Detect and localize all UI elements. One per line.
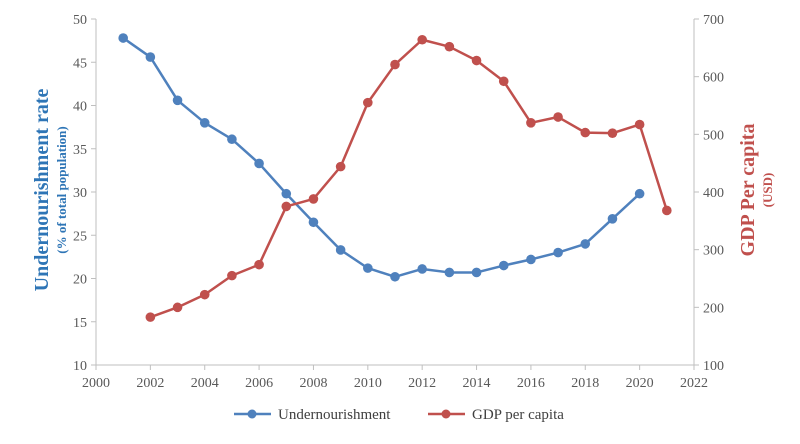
data-point-undernourishment <box>471 267 482 278</box>
left-y-tick-label: 45 <box>73 56 87 71</box>
x-tick-label: 2002 <box>136 376 164 391</box>
legend: Undernourishment GDP per capita <box>234 407 564 423</box>
data-point-undernourishment <box>390 271 400 282</box>
x-tick-label: 2008 <box>299 376 327 391</box>
left-y-tick-label: 30 <box>73 186 87 201</box>
left-y-tick-label: 15 <box>73 316 87 331</box>
data-point-undernourishment <box>335 245 346 255</box>
x-tick-label: 2014 <box>463 376 491 391</box>
x-tick-label: 2012 <box>408 376 436 391</box>
data-point-undernourishment <box>607 214 618 224</box>
axes <box>95 19 695 366</box>
right-y-tick-label: 700 <box>703 13 724 28</box>
left-y-tick-label: 10 <box>73 359 87 374</box>
x-tick-label: 2018 <box>571 376 599 391</box>
data-point-gdp-per-capita <box>553 112 563 122</box>
x-tick-label: 2020 <box>626 376 654 391</box>
x-tick-label: 2022 <box>680 376 708 391</box>
data-point-gdp-per-capita <box>471 55 482 66</box>
legend-item-gdp: GDP per capita <box>428 407 564 423</box>
right-y-tick-label: 100 <box>703 359 724 374</box>
right-y-axis-subtitle: (USD) <box>760 173 775 208</box>
right-y-tick-label: 500 <box>703 128 724 143</box>
series-undernourishment <box>118 33 645 282</box>
right-y-tick-label: 300 <box>703 244 724 259</box>
data-point-undernourishment <box>227 134 237 145</box>
data-point-gdp-per-capita <box>308 194 319 204</box>
right-y-tick-label: 400 <box>703 186 724 201</box>
data-point-gdp-per-capita <box>254 259 264 270</box>
legend-item-undernourishment: Undernourishment <box>234 407 391 423</box>
right-y-axis-title: GDP Per capita <box>737 124 759 257</box>
data-point-gdp-per-capita <box>526 118 536 128</box>
left-y-tick-label: 25 <box>73 229 87 244</box>
data-point-undernourishment <box>363 263 373 273</box>
x-tick-label: 2016 <box>517 376 545 391</box>
legend-label-gdp: GDP per capita <box>472 407 564 423</box>
series-line-undernourishment <box>122 37 641 279</box>
data-point-undernourishment <box>172 95 183 106</box>
data-point-undernourishment <box>553 247 563 258</box>
data-point-undernourishment <box>281 188 292 199</box>
left-y-tick-label: 20 <box>73 273 87 288</box>
series-layer <box>118 33 672 322</box>
data-point-undernourishment <box>417 264 427 274</box>
data-point-undernourishment <box>444 267 455 278</box>
data-point-undernourishment <box>254 158 264 169</box>
left-y-axis-title: Undernourishment rate <box>31 88 53 291</box>
x-tick-label: 2004 <box>191 376 219 391</box>
series-line-gdp-per-capita <box>149 38 669 319</box>
data-point-gdp-per-capita <box>607 128 618 138</box>
data-point-gdp-per-capita <box>145 312 156 322</box>
data-point-gdp-per-capita <box>281 201 292 212</box>
left-y-tick-label: 50 <box>73 13 87 28</box>
data-point-undernourishment <box>199 118 210 128</box>
x-tick-label: 2000 <box>82 376 110 391</box>
data-point-undernourishment <box>145 52 156 62</box>
data-point-gdp-per-capita <box>634 119 645 130</box>
data-point-gdp-per-capita <box>335 161 346 172</box>
data-point-undernourishment <box>498 260 509 271</box>
data-point-gdp-per-capita <box>417 34 427 45</box>
left-y-axis-ticks: 10 15 20 25 30 35 40 45 50 <box>73 13 96 374</box>
left-y-axis-subtitle: (% of total population) <box>54 126 69 253</box>
data-point-gdp-per-capita <box>580 127 591 138</box>
data-point-undernourishment <box>308 217 319 228</box>
data-point-gdp-per-capita <box>390 59 400 70</box>
data-point-gdp-per-capita <box>498 76 509 87</box>
legend-label-undernourishment: Undernourishment <box>278 407 391 423</box>
left-y-tick-label: 35 <box>73 143 87 158</box>
series-gdp-per-capita <box>145 34 672 322</box>
data-point-gdp-per-capita <box>662 205 672 216</box>
legend-marker-undernourishment <box>247 409 257 419</box>
data-point-undernourishment <box>634 188 645 199</box>
legend-marker-gdp <box>441 409 451 419</box>
data-point-undernourishment <box>580 239 591 249</box>
data-point-gdp-per-capita <box>227 270 237 281</box>
right-y-tick-label: 600 <box>703 71 724 86</box>
data-point-gdp-per-capita <box>199 289 210 300</box>
data-point-gdp-per-capita <box>444 41 455 52</box>
x-tick-label: 2006 <box>245 376 273 391</box>
right-y-tick-label: 200 <box>703 301 724 316</box>
left-y-tick-label: 40 <box>73 100 87 115</box>
data-point-undernourishment <box>526 254 536 265</box>
data-point-gdp-per-capita <box>363 97 373 108</box>
x-tick-label: 2010 <box>354 376 382 391</box>
data-point-undernourishment <box>118 33 128 43</box>
data-point-gdp-per-capita <box>172 302 183 313</box>
x-axis-ticks: 2000 2002 2004 2006 2008 2010 2012 2014 2016 2018… <box>82 365 708 391</box>
right-y-axis-ticks: 100 200 300 400 500 600 700 <box>694 13 724 374</box>
